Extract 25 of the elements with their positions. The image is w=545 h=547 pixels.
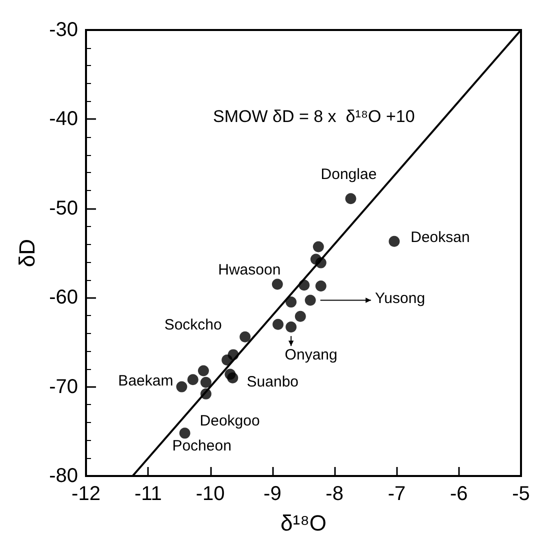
annotation: Baekam	[118, 372, 174, 390]
y-tick-label: -50	[49, 197, 78, 220]
x-tick-label: -6	[450, 483, 468, 505]
x-axis-title: δ¹⁸O	[280, 510, 326, 536]
y-tick-label: -30	[49, 19, 78, 41]
y-axis-title: δD	[14, 238, 40, 268]
annotation: Hwasoon	[218, 262, 281, 279]
annotation: SMOW δD = 8 x δ¹⁸O +10	[213, 107, 415, 126]
x-tick-label: -9	[264, 483, 282, 505]
annotation: Deoksan	[410, 228, 470, 246]
x-tick-label: -7	[388, 483, 406, 505]
y-tick-label: -60	[49, 286, 78, 309]
annotation: Donglae	[320, 166, 377, 184]
y-tick-label: -40	[49, 108, 78, 130]
annotation: Sockcho	[164, 316, 222, 334]
x-tick-label: -11	[134, 483, 162, 505]
x-tick-label: -10	[196, 483, 225, 505]
x-tick-label: -8	[326, 483, 344, 505]
y-tick-label: -70	[49, 376, 78, 398]
annotation: Deokgoo	[200, 412, 260, 430]
annotation: Onyang	[284, 346, 338, 364]
annotation: Suanbo	[246, 373, 299, 390]
annotation: Yusong	[375, 290, 426, 307]
annotation: Pocheon	[172, 438, 232, 455]
x-tick-label: -5	[512, 483, 530, 505]
